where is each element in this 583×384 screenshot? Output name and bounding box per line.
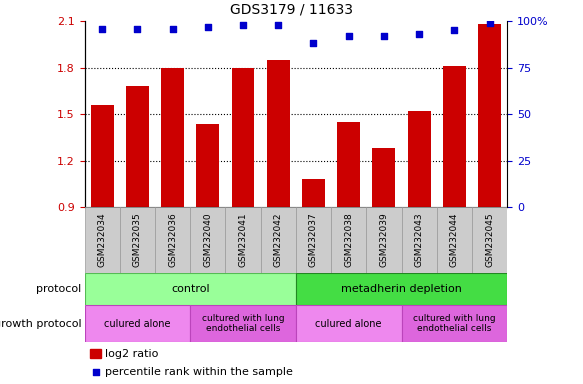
Bar (337, 122, 360, 207)
Text: GDS3179 / 11633: GDS3179 / 11633 (230, 3, 353, 17)
Text: protocol: protocol (36, 284, 82, 294)
Point (238, 22, 248, 28)
Bar (120, 207, 155, 273)
Bar (296, 273, 507, 305)
Text: GSM232043: GSM232043 (415, 213, 424, 267)
Text: GSM232039: GSM232039 (380, 213, 388, 267)
Text: GSM232042: GSM232042 (274, 213, 283, 267)
Text: culured alone: culured alone (104, 318, 171, 329)
Bar (478, 24, 501, 207)
Text: GSM232037: GSM232037 (309, 213, 318, 267)
Text: culured alone: culured alone (315, 318, 382, 329)
Bar (437, 207, 472, 273)
Bar (85, 273, 296, 305)
Text: GSM232045: GSM232045 (485, 213, 494, 267)
Text: GSM232038: GSM232038 (344, 213, 353, 267)
Bar (408, 111, 431, 207)
Bar (296, 207, 331, 273)
Bar (190, 305, 296, 342)
Text: metadherin depletion: metadherin depletion (341, 284, 462, 294)
Point (92, 369, 101, 375)
Point (344, 33, 353, 39)
Bar (373, 148, 395, 207)
Text: GSM232036: GSM232036 (168, 213, 177, 267)
Bar (267, 60, 290, 207)
Bar (126, 86, 149, 207)
Point (485, 20, 494, 26)
Bar (472, 207, 507, 273)
Text: growth protocol: growth protocol (0, 318, 82, 329)
Point (309, 40, 318, 46)
Point (380, 33, 389, 39)
Bar (85, 207, 120, 273)
Point (449, 27, 459, 33)
Text: GSM232041: GSM232041 (238, 213, 248, 267)
Bar (161, 68, 184, 207)
Point (168, 25, 177, 31)
Text: GSM232035: GSM232035 (133, 213, 142, 267)
Point (415, 31, 424, 37)
Text: log2 ratio: log2 ratio (105, 349, 159, 359)
Bar (231, 68, 255, 207)
Bar (302, 179, 325, 207)
Text: control: control (171, 284, 209, 294)
Text: cultured with lung
endothelial cells: cultured with lung endothelial cells (413, 314, 496, 333)
Text: cultured with lung
endothelial cells: cultured with lung endothelial cells (202, 314, 285, 333)
Point (273, 22, 283, 28)
Bar (331, 207, 366, 273)
Bar (366, 207, 402, 273)
Text: percentile rank within the sample: percentile rank within the sample (105, 367, 293, 377)
Text: GSM232034: GSM232034 (97, 213, 107, 267)
Text: GSM232044: GSM232044 (450, 213, 459, 267)
Point (203, 24, 212, 30)
Point (133, 25, 142, 31)
Bar (402, 207, 437, 273)
Bar (402, 305, 507, 342)
Bar (296, 305, 402, 342)
Bar (443, 66, 466, 207)
Text: GSM232040: GSM232040 (203, 213, 212, 267)
Bar (91, 105, 114, 207)
Bar (196, 124, 219, 207)
Bar (190, 207, 226, 273)
Point (97, 25, 107, 31)
Bar (85, 305, 190, 342)
Bar (155, 207, 190, 273)
Bar (261, 207, 296, 273)
Bar (226, 207, 261, 273)
